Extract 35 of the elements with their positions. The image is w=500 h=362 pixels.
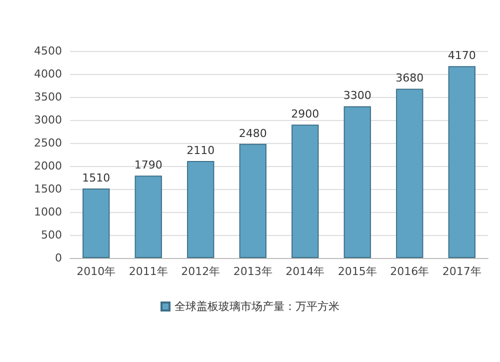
data-label: 1790 [134,158,162,172]
x-tick-label: 2015年 [338,265,377,278]
bar [344,106,371,258]
y-tick-label: 3500 [34,90,62,104]
data-label: 2480 [238,126,267,140]
y-tick-label: 500 [41,228,62,242]
x-tick-label: 2013年 [233,265,272,278]
bar [187,160,214,258]
bar [448,66,476,258]
y-tick-label: 2000 [34,160,62,172]
legend-label: 全球盖板玻璃市场产量：万平方米 [174,300,340,313]
x-tick-label: 2011年 [128,265,168,278]
x-tick-label: 2010年 [76,265,116,278]
x-tick-label: 2017年 [442,265,482,278]
bar [292,124,319,258]
y-tick-label: 1000 [34,206,62,218]
bar [134,176,162,258]
y-tick-label: 1500 [34,182,62,196]
bar [396,88,424,258]
x-tick-label: 2016年 [390,265,430,278]
x-tick-label: 2012年 [181,265,220,278]
data-label: 1510 [82,172,110,185]
data-label: 2900 [291,108,320,121]
bar [239,144,266,258]
data-label: 3680 [396,72,424,85]
y-tick-label: 2500 [34,136,62,150]
data-label: 4170 [448,49,476,62]
y-tick-label: 4000 [34,68,62,80]
y-tick-label: 0 [55,252,62,264]
y-tick-label: 4500 [34,44,62,58]
bar [82,188,110,258]
y-tick-label: 3000 [34,114,62,126]
x-tick-label: 2014年 [286,265,325,278]
data-label: 3300 [343,89,372,102]
data-label: 2110 [186,144,215,157]
